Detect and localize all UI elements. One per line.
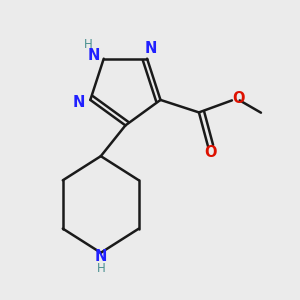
- Text: N: N: [145, 41, 157, 56]
- Text: H: H: [96, 262, 105, 275]
- Text: N: N: [88, 48, 100, 63]
- Text: H: H: [84, 38, 93, 51]
- Text: N: N: [94, 249, 107, 264]
- Text: O: O: [232, 92, 244, 106]
- Text: O: O: [205, 145, 217, 160]
- Text: N: N: [72, 95, 85, 110]
